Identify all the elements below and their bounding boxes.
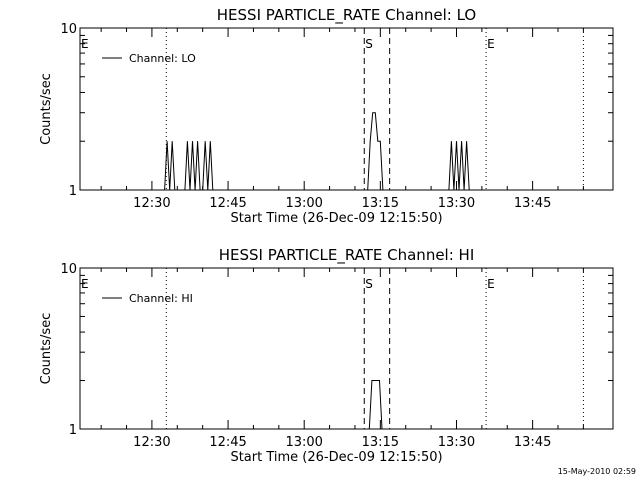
event-marker-label: E (81, 277, 89, 291)
x-tick-label: 13:45 (514, 196, 551, 211)
x-tick-label: 13:00 (285, 435, 322, 450)
x-tick-label: 13:15 (362, 196, 399, 211)
event-marker-label: E (487, 37, 495, 51)
event-marker-label: E (81, 37, 89, 51)
x-tick-label: 12:30 (133, 435, 170, 450)
chart-panel-hi: HESSI PARTICLE_RATE Channel: HI 1 10 Counts… (39, 246, 614, 465)
legend-label: Channel: LO (129, 52, 196, 65)
y-tick-label: 10 (60, 262, 77, 277)
x-tick-label: 12:45 (209, 435, 246, 450)
x-tick-label: 13:00 (285, 196, 322, 211)
x-tick-label: 12:45 (209, 196, 246, 211)
legend-label: Channel: HI (129, 292, 193, 305)
y-tick-label: 1 (69, 184, 77, 199)
y-tick-label: 10 (60, 22, 77, 37)
x-tick-label: 13:30 (438, 435, 475, 450)
x-axis-title: Start Time (26-Dec-09 12:15:50) (230, 211, 442, 226)
y-axis-title: Counts/sec (39, 313, 54, 385)
x-tick-label: 13:30 (438, 196, 475, 211)
chart-title: HESSI PARTICLE_RATE Channel: LO (217, 6, 476, 25)
chart-panel-lo: HESSI PARTICLE_RATE Channel: LO 1 10 Counts… (39, 6, 614, 226)
y-tick-label: 1 (69, 423, 77, 438)
y-axis-title: Counts/sec (39, 73, 54, 145)
x-tick-label: 12:30 (133, 196, 170, 211)
footer-timestamp: 15-May-2010 02:59 (558, 467, 636, 476)
series-line (80, 380, 613, 430)
x-axis-title: Start Time (26-Dec-09 12:15:50) (230, 450, 442, 465)
series-line (80, 112, 613, 191)
event-marker-label: E (487, 277, 495, 291)
event-marker-label: S (365, 37, 373, 51)
chart-title: HESSI PARTICLE_RATE Channel: HI (219, 246, 475, 265)
event-marker-label: S (365, 277, 373, 291)
x-tick-label: 13:45 (514, 435, 551, 450)
x-tick-label: 13:15 (362, 435, 399, 450)
